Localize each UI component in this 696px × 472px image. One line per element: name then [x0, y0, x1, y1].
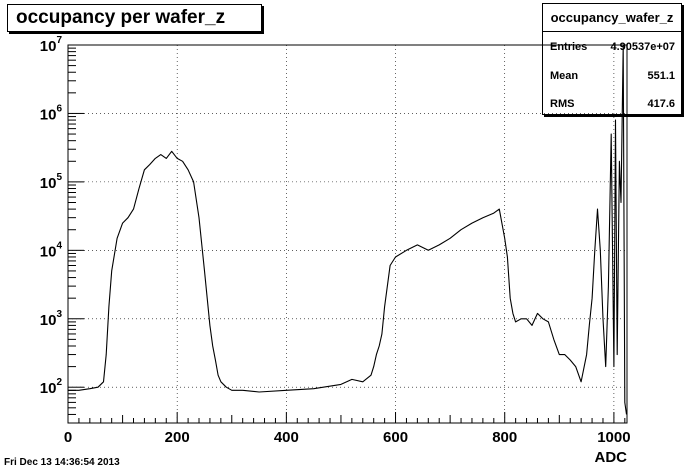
x-tick-label: 600: [383, 429, 408, 446]
stats-label: RMS: [550, 98, 575, 110]
stats-box: occupancy_wafer_z Entries 4.90537e+07 Me…: [542, 3, 682, 115]
plot-frame: [67, 44, 628, 424]
stats-row-rms: RMS 417.6: [550, 98, 675, 114]
stats-name: occupancy_wafer_z: [543, 4, 681, 32]
y-tick-label: 103: [40, 309, 63, 329]
stats-label: Entries: [550, 41, 588, 53]
x-tick-label: 1000: [597, 429, 630, 446]
x-tick-label: 800: [492, 429, 517, 446]
chart-title-box: occupancy per wafer_z: [7, 4, 262, 32]
stats-value: 551.1: [647, 70, 675, 82]
x-tick-label: 400: [274, 429, 299, 446]
y-tick-label: 105: [40, 172, 63, 192]
stats-row-mean: Mean 551.1: [550, 70, 675, 86]
x-tick-label: 0: [64, 429, 72, 446]
histogram-line: [68, 44, 628, 415]
y-tick-label: 104: [40, 240, 63, 260]
chart-title: occupancy per wafer_z: [16, 7, 226, 28]
y-tick-label: 106: [40, 103, 63, 123]
y-tick-label: 102: [40, 377, 63, 397]
x-axis-label: ADC: [595, 449, 628, 466]
stats-value: 417.6: [647, 98, 675, 110]
stats-label: Mean: [550, 70, 579, 82]
x-tick-label: 200: [165, 429, 190, 446]
y-tick-label: 107: [40, 35, 63, 55]
timestamp-footer: Fri Dec 13 14:36:54 2013: [4, 457, 120, 468]
